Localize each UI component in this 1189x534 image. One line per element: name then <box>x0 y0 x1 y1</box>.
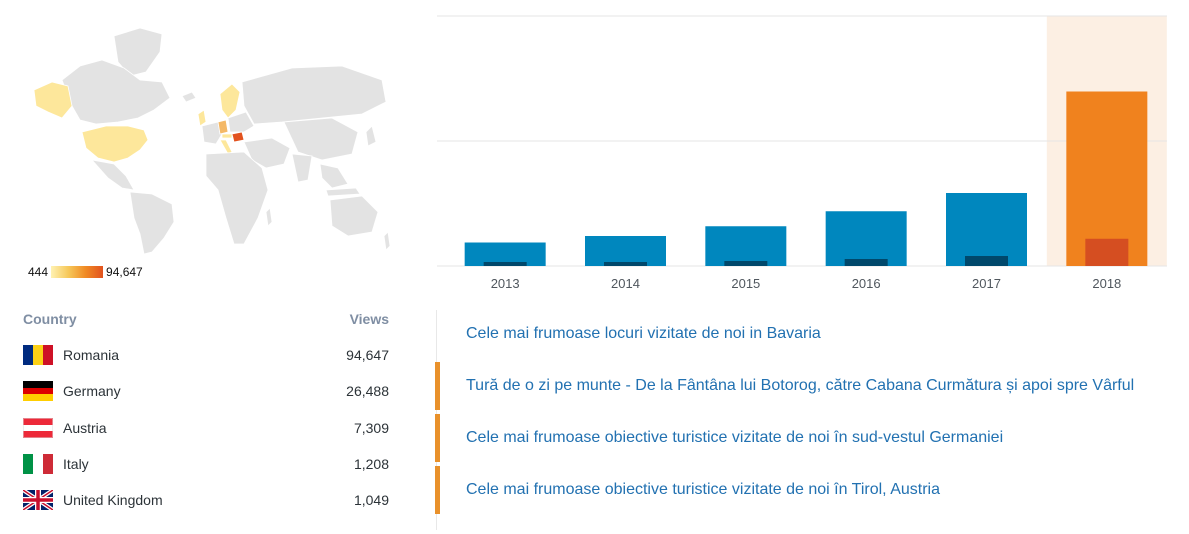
bar-chart-svg: 2013 2014 2015 2016 2017 2018 <box>437 15 1167 291</box>
country-name: Romania <box>63 347 120 364</box>
country-views: 94,647 <box>346 347 389 364</box>
countries-table-header: Country Views <box>23 311 389 327</box>
bar-views <box>585 236 666 266</box>
list-item: Cele mai frumoase locuri vizitate de noi… <box>435 310 1189 362</box>
x-tick-label: 2014 <box>611 276 640 291</box>
legend-max-value: 94,647 <box>106 265 143 279</box>
map-alaska <box>33 81 73 119</box>
list-item: Cele mai frumoase obiective turistice vi… <box>435 466 1189 518</box>
bar-views <box>705 226 787 266</box>
legend-gradient <box>51 266 104 278</box>
map-india <box>291 153 313 183</box>
map-uk <box>197 109 207 127</box>
column-country-header: Country <box>23 311 77 327</box>
post-link[interactable]: Cele mai frumoase locuri vizitate de noi… <box>466 325 821 342</box>
map-southeast-asia <box>319 163 349 189</box>
map-new-zealand <box>383 231 391 251</box>
bar-visitors <box>965 256 1008 266</box>
table-row: United Kingdom 1,049 <box>23 482 389 518</box>
table-row: Austria 7,309 <box>23 410 389 446</box>
map-russia <box>241 65 387 125</box>
map-mexico <box>90 159 135 191</box>
germany-flag-icon <box>23 381 53 402</box>
country-name: Germany <box>63 383 121 400</box>
x-tick-label: 2018 <box>1092 276 1121 291</box>
map-japan <box>365 125 377 147</box>
map-scandinavia <box>219 83 241 119</box>
map-austria <box>221 133 233 139</box>
map-madagascar <box>265 207 273 227</box>
table-row: Romania 94,647 <box>23 337 389 373</box>
map-south-america <box>129 191 175 255</box>
map-canada <box>61 59 171 125</box>
italy-flag-icon <box>23 454 53 475</box>
bar-visitors <box>724 261 768 266</box>
map-romania <box>231 131 245 143</box>
country-views: 7,309 <box>353 419 389 436</box>
post-link[interactable]: Tură de o zi pe munte - De la Fântâna lu… <box>466 377 1135 394</box>
countries-table: Romania 94,647 Germany 26,488 Austria 7,… <box>23 337 389 518</box>
austria-flag-icon <box>23 417 53 438</box>
map-greenland <box>113 27 163 77</box>
x-tick-label: 2016 <box>852 276 881 291</box>
map-italy <box>219 139 233 155</box>
bar-views <box>1066 91 1148 266</box>
map-usa <box>81 125 149 163</box>
bar-visitors <box>1085 238 1129 266</box>
map-germany <box>217 119 229 135</box>
uk-flag-icon <box>23 490 53 511</box>
views-by-year-chart: 2013 2014 2015 2016 2017 2018 <box>437 0 1189 300</box>
bar-views <box>825 211 907 266</box>
bar-visitors <box>604 262 647 266</box>
map-eastern-europe <box>227 111 255 133</box>
map-iceland <box>181 91 197 103</box>
world-map-svg <box>33 27 391 255</box>
world-map[interactable] <box>22 22 394 257</box>
country-views: 1,049 <box>353 492 389 509</box>
romania-flag-icon <box>23 345 53 366</box>
x-tick-label: 2017 <box>972 276 1001 291</box>
post-link[interactable]: Cele mai frumoase obiective turistice vi… <box>466 481 940 498</box>
country-name: Austria <box>63 419 107 436</box>
post-marker <box>435 466 440 514</box>
country-name: Italy <box>63 456 89 473</box>
bar-views <box>946 193 1027 266</box>
bar-views <box>464 242 546 266</box>
map-western-europe <box>201 121 223 145</box>
column-views-header: Views <box>349 311 389 327</box>
list-item: Tură de o zi pe munte - De la Fântâna lu… <box>435 362 1189 414</box>
table-row: Germany 26,488 <box>23 373 389 409</box>
post-marker <box>435 414 440 462</box>
legend-min-value: 444 <box>28 265 49 279</box>
map-east-asia <box>283 117 359 161</box>
country-name: United Kingdom <box>63 492 163 509</box>
map-australia <box>329 195 379 237</box>
post-marker <box>435 362 440 410</box>
country-stats-panel: 444 94,647 Country Views Romania 94,647 … <box>0 0 420 534</box>
table-row: Italy 1,208 <box>23 446 389 482</box>
top-posts-list: Cele mai frumoase locuri vizitate de noi… <box>435 310 1189 518</box>
x-tick-label: 2013 <box>491 276 520 291</box>
map-africa <box>205 151 269 245</box>
post-link[interactable]: Cele mai frumoase obiective turistice vi… <box>466 429 1004 446</box>
bar-visitors <box>483 262 527 266</box>
list-item: Cele mai frumoase obiective turistice vi… <box>435 414 1189 466</box>
bar-visitors <box>844 259 888 266</box>
x-tick-label: 2015 <box>731 276 760 291</box>
map-legend: 444 94,647 <box>28 264 143 280</box>
country-views: 26,488 <box>346 383 389 400</box>
map-indonesia <box>325 187 361 197</box>
country-views: 1,208 <box>353 456 389 473</box>
